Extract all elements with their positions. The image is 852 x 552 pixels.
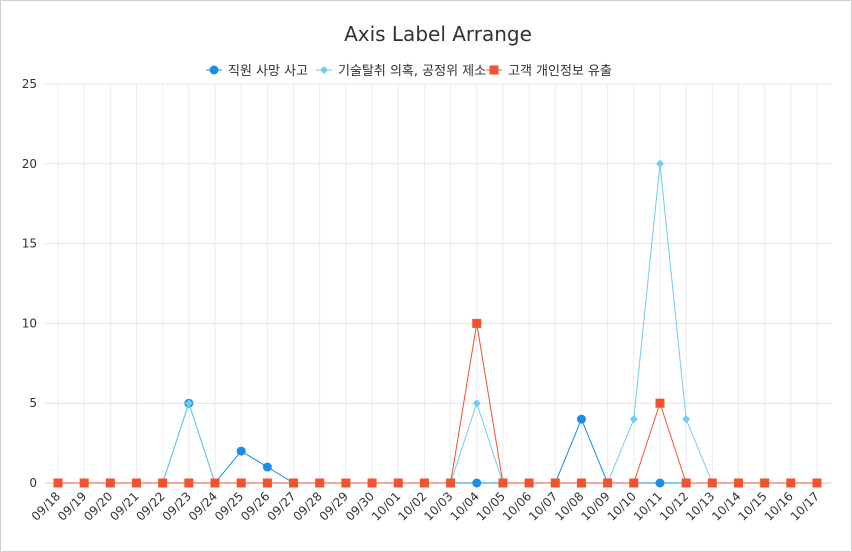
series-layer [53, 159, 822, 488]
legend-marker [489, 65, 499, 75]
x-tick-label: 10/06 [500, 489, 534, 523]
data-point[interactable] [603, 478, 613, 488]
x-tick-label: 10/15 [735, 489, 769, 523]
y-tick-label: 25 [22, 77, 37, 91]
data-point[interactable] [184, 399, 193, 408]
x-tick-label: 09/28 [290, 489, 324, 523]
legend-item[interactable]: 고객 개인정보 유출 [486, 64, 612, 79]
data-point[interactable] [681, 478, 691, 488]
data-point[interactable] [786, 478, 796, 488]
series-2 [53, 318, 822, 488]
x-tick-label: 09/29 [317, 489, 351, 523]
data-point[interactable] [289, 478, 299, 488]
data-point[interactable] [498, 478, 508, 488]
data-point[interactable] [367, 478, 377, 488]
data-point[interactable] [262, 462, 272, 472]
x-tick-label: 09/23 [160, 489, 194, 523]
x-tick-label: 10/08 [552, 489, 586, 523]
data-point[interactable] [158, 478, 168, 488]
data-point[interactable] [576, 478, 586, 488]
data-point[interactable] [733, 478, 743, 488]
y-tick-label: 15 [22, 237, 37, 251]
x-tick-label: 09/30 [343, 489, 377, 523]
legend-item[interactable]: 직원 사망 사고 [206, 64, 308, 79]
data-point[interactable] [132, 478, 142, 488]
x-axis: 09/1809/1909/2009/2109/2209/2309/2409/25… [29, 489, 822, 523]
x-tick-label: 09/22 [133, 489, 167, 523]
legend-label: 직원 사망 사고 [228, 64, 308, 79]
y-tick-label: 0 [29, 476, 37, 490]
x-tick-label: 10/04 [448, 489, 482, 523]
x-tick-label: 10/03 [421, 489, 455, 523]
grid [45, 83, 831, 484]
data-point[interactable] [419, 478, 429, 488]
x-tick-label: 10/16 [762, 489, 796, 523]
x-tick-label: 10/14 [709, 489, 743, 523]
x-tick-label: 10/02 [395, 489, 429, 523]
data-point[interactable] [472, 318, 482, 328]
data-point[interactable] [655, 159, 664, 168]
x-tick-label: 10/07 [526, 489, 560, 523]
x-tick-label: 10/05 [474, 489, 508, 523]
data-point[interactable] [393, 478, 403, 488]
data-point[interactable] [446, 478, 456, 488]
data-point[interactable] [682, 415, 691, 424]
data-point[interactable] [524, 478, 534, 488]
legend-marker [320, 66, 328, 74]
x-tick-label: 10/09 [578, 489, 612, 523]
legend-marker [209, 65, 219, 75]
data-point[interactable] [79, 478, 89, 488]
data-point[interactable] [655, 398, 665, 408]
data-point[interactable] [262, 478, 272, 488]
x-tick-label: 10/17 [788, 489, 822, 523]
data-point[interactable] [812, 478, 822, 488]
x-tick-label: 10/01 [369, 489, 403, 523]
x-tick-label: 09/26 [238, 489, 272, 523]
x-tick-label: 10/13 [683, 489, 717, 523]
series-0 [53, 398, 822, 488]
series-line [58, 401, 817, 485]
x-tick-label: 10/11 [631, 489, 665, 523]
data-point[interactable] [105, 478, 115, 488]
x-tick-label: 09/25 [212, 489, 246, 523]
x-tick-label: 09/27 [264, 489, 298, 523]
data-point[interactable] [472, 478, 482, 488]
y-tick-label: 5 [29, 396, 37, 410]
data-point[interactable] [341, 478, 351, 488]
data-point[interactable] [236, 478, 246, 488]
data-point[interactable] [707, 478, 717, 488]
y-tick-label: 10 [22, 316, 37, 330]
x-tick-label: 10/12 [657, 489, 691, 523]
legend-label: 기술탈취 의혹, 공정위 제소 [338, 64, 486, 79]
data-point[interactable] [236, 446, 246, 456]
x-tick-label: 09/18 [29, 489, 63, 523]
data-point[interactable] [655, 478, 665, 488]
y-tick-label: 20 [22, 157, 37, 171]
legend-label: 고객 개인정보 유출 [508, 64, 612, 79]
data-point[interactable] [760, 478, 770, 488]
x-tick-label: 09/19 [55, 489, 89, 523]
data-point[interactable] [576, 414, 586, 424]
data-point[interactable] [629, 415, 638, 424]
data-point[interactable] [315, 478, 325, 488]
y-axis: 0 5 10 15 20 25 [22, 77, 37, 490]
data-point[interactable] [550, 478, 560, 488]
legend[interactable]: 직원 사망 사고 기술탈취 의혹, 공정위 제소 고객 개인정보 유출 [206, 64, 612, 79]
x-tick-label: 09/21 [107, 489, 141, 523]
chart-title: Axis Label Arrange [344, 22, 532, 46]
data-point[interactable] [184, 478, 194, 488]
data-point[interactable] [629, 478, 639, 488]
x-tick-label: 09/20 [81, 489, 115, 523]
data-point[interactable] [53, 478, 63, 488]
legend-item[interactable]: 기술탈취 의혹, 공정위 제소 [316, 64, 486, 79]
x-tick-label: 10/10 [605, 489, 639, 523]
data-point[interactable] [210, 478, 220, 488]
data-point[interactable] [472, 399, 481, 408]
x-tick-label: 09/24 [186, 489, 220, 523]
